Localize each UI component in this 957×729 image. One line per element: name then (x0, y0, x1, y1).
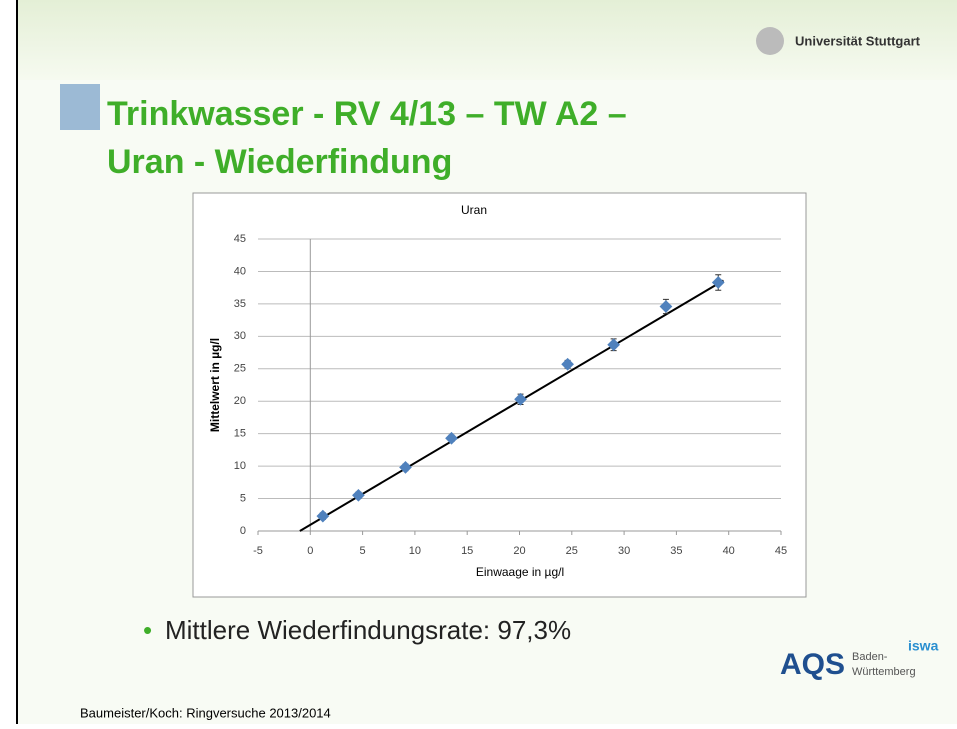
footer: Baumeister/Koch: Ringversuche 2013/2014 (80, 705, 331, 720)
x-tick-label: 10 (409, 545, 421, 557)
point (352, 488, 365, 502)
y-tick-label: 25 (234, 363, 246, 375)
chart-box (192, 192, 807, 598)
chart-title: Uran (461, 203, 487, 217)
y-axis-label: Mittelwert in µg/l (208, 338, 222, 432)
bullet-dot: • (143, 615, 152, 645)
uni-logo (756, 27, 784, 55)
x-tick-label: 15 (461, 545, 473, 557)
aqs-logo: AQS (780, 648, 845, 681)
x-tick-label: 0 (307, 545, 313, 557)
y-tick-label: 30 (234, 330, 246, 342)
x-tick-label: 5 (360, 545, 366, 557)
y-tick-label: 15 (234, 428, 246, 440)
top-band (17, 0, 957, 80)
title-line: Uran - Wiederfindung (107, 143, 452, 181)
x-tick-label: -5 (253, 545, 263, 557)
iswa-logo: iswa (908, 638, 939, 654)
trendline (299, 279, 724, 532)
x-tick-label: 35 (670, 545, 682, 557)
x-tick-label: 30 (618, 545, 630, 557)
y-tick-label: 45 (234, 233, 246, 245)
y-tick-label: 5 (240, 492, 246, 504)
y-tick-label: 35 (234, 298, 246, 310)
title-line: Trinkwasser - RV 4/13 – TW A2 – (107, 95, 627, 133)
logo-text: Baden- (852, 651, 888, 663)
x-tick-label: 45 (775, 545, 787, 557)
x-axis-label: Einwaage in µg/l (476, 565, 564, 579)
point (445, 431, 458, 445)
uni-name: Universität Stuttgart (795, 33, 921, 48)
y-tick-label: 40 (234, 265, 246, 277)
x-tick-label: 20 (513, 545, 525, 557)
x-tick-label: 25 (566, 545, 578, 557)
logo-text: Württemberg (852, 666, 916, 678)
y-tick-label: 0 (240, 525, 246, 537)
bullet-text: Mittlere Wiederfindungsrate: 97,3% (165, 615, 571, 645)
y-tick-label: 10 (234, 460, 246, 472)
x-tick-label: 40 (723, 545, 735, 557)
y-tick-label: 20 (234, 395, 246, 407)
title-icon (60, 84, 100, 130)
point (399, 461, 412, 474)
chart: Uran Einwaage in µg/l Mittelwert in µg/l… (208, 203, 787, 579)
